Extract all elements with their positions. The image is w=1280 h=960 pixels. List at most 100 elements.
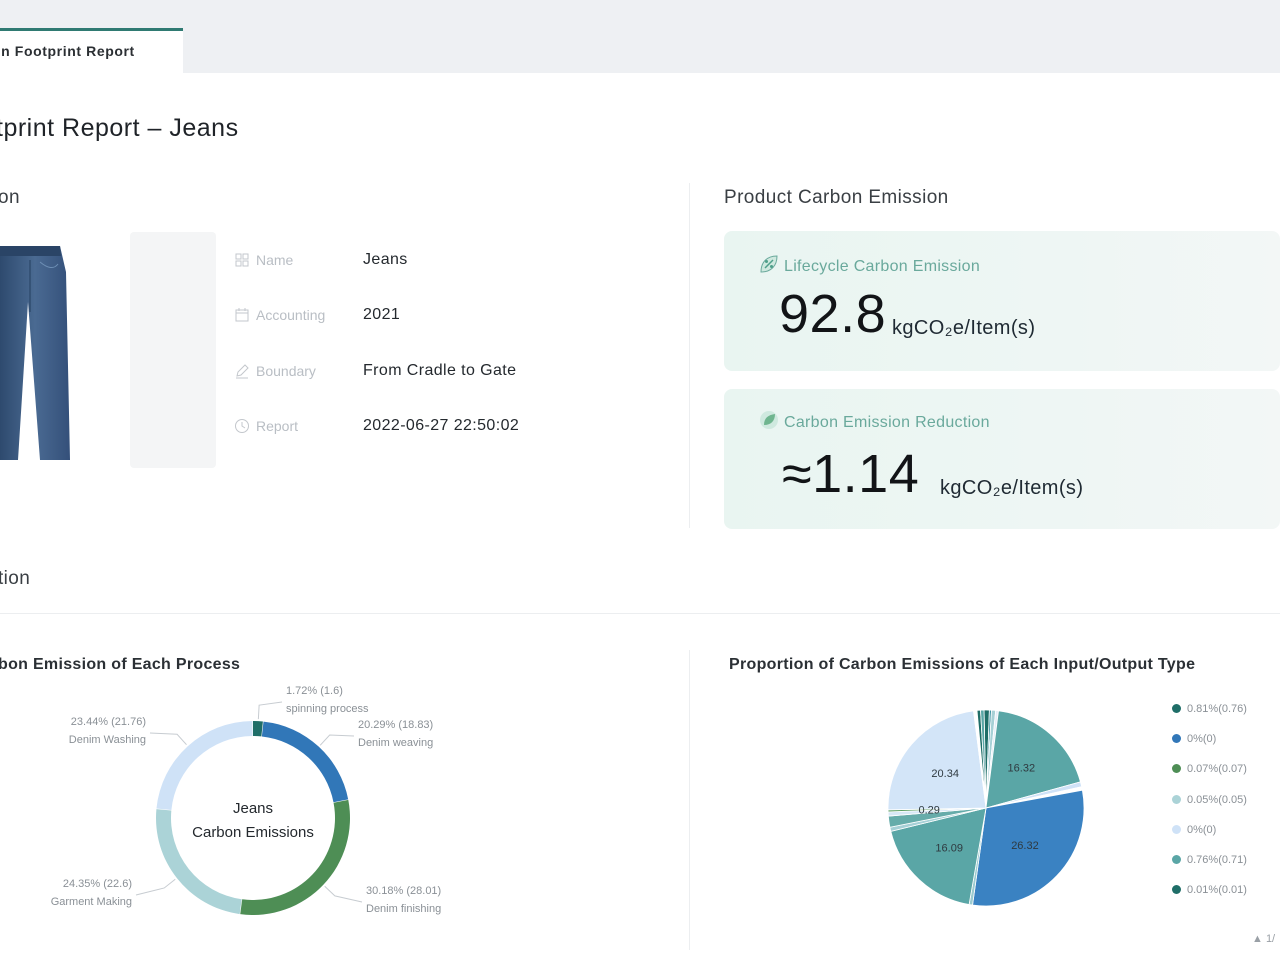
info-value-report: 2022-06-27 22:50:02 bbox=[363, 417, 520, 434]
legend-item[interactable]: 0%(0) bbox=[1172, 824, 1247, 854]
pie-slice-label: 0.29 bbox=[918, 805, 939, 817]
jeans-icon bbox=[0, 246, 70, 460]
lifecycle-unit: kgCO₂e/Item(s) bbox=[892, 317, 1036, 339]
info-row-boundary: Boundary bbox=[234, 363, 316, 379]
divider bbox=[689, 183, 690, 528]
legend-dot bbox=[1172, 734, 1181, 744]
calendar-icon bbox=[234, 307, 250, 323]
legend-label: 0%(0) bbox=[1187, 733, 1217, 746]
info-label: Accounting bbox=[256, 307, 326, 323]
pie-chart-title: Proportion of Carbon Emissions of Each I… bbox=[729, 656, 1196, 673]
leaf-percent-icon bbox=[760, 255, 778, 273]
pen-icon bbox=[234, 363, 250, 379]
info-value-boundary: From Cradle to Gate bbox=[363, 362, 517, 379]
section-product-emission-heading: Product Carbon Emission bbox=[724, 187, 949, 208]
donut-slice-name: Garment Making bbox=[51, 896, 132, 908]
donut-slice-label: 1.72% (1.6) bbox=[286, 685, 343, 697]
io-type-pie-chart: 16.32 26.32 16.09 0.29 20.34 bbox=[887, 709, 1085, 907]
legend-item[interactable]: 0.01%(0.01) bbox=[1172, 884, 1247, 914]
lifecycle-value: 92.8 bbox=[779, 284, 887, 344]
info-row-report: Report bbox=[234, 418, 298, 434]
donut-slice bbox=[155, 809, 242, 915]
reduction-value: ≈1.14 bbox=[782, 444, 920, 504]
card-label: Lifecycle Carbon Emission bbox=[758, 253, 980, 276]
legend-label: 0%(0) bbox=[1187, 823, 1217, 836]
legend-label: 0.07%(0.07) bbox=[1187, 763, 1247, 776]
legend-dot bbox=[1172, 794, 1181, 804]
divider bbox=[0, 613, 1280, 614]
pie-slice-label: 26.32 bbox=[1011, 840, 1039, 852]
reduction-card: Carbon Emission Reduction ≈1.14 kgCO₂e/I… bbox=[724, 389, 1280, 529]
card-label: Carbon Emission Reduction bbox=[758, 409, 990, 432]
grid-icon bbox=[234, 252, 250, 268]
legend-item[interactable]: 0.05%(0.05) bbox=[1172, 794, 1247, 824]
lifecycle-emission-card: Lifecycle Carbon Emission 92.8 kgCO₂e/It… bbox=[724, 231, 1280, 371]
donut-slice bbox=[261, 721, 349, 803]
donut-slice bbox=[253, 721, 263, 737]
legend-dot bbox=[1172, 704, 1181, 713]
divider bbox=[689, 650, 690, 950]
donut-slice-name: Denim finishing bbox=[366, 903, 441, 915]
section-distribution-heading: tion bbox=[0, 568, 31, 589]
legend-item[interactable]: 0%(0) bbox=[1172, 733, 1247, 763]
legend-label: 0.76%(0.71) bbox=[1187, 853, 1247, 866]
legend-label: 0.81%(0.76) bbox=[1187, 703, 1247, 715]
donut-center-label: Carbon Emissions bbox=[192, 824, 314, 841]
donut-slice-label: 20.29% (18.83) bbox=[358, 719, 433, 731]
donut-leader-line bbox=[319, 734, 355, 746]
lifecycle-label: Lifecycle Carbon Emission bbox=[784, 258, 981, 275]
legend-dot bbox=[1172, 764, 1181, 774]
info-value-name: Jeans bbox=[363, 251, 408, 268]
image-panel bbox=[130, 232, 216, 468]
pie-slice-label: 20.34 bbox=[931, 768, 959, 780]
donut-slice-name: spinning process bbox=[286, 703, 369, 715]
pie-slice bbox=[972, 789, 1085, 907]
donut-leader-line bbox=[257, 701, 283, 720]
donut-slice-label: 24.35% (22.6) bbox=[63, 878, 132, 890]
tab-bar: on Footprint Report bbox=[0, 0, 1280, 73]
donut-leader-line bbox=[135, 878, 176, 896]
legend-label: 0.01%(0.01) bbox=[1187, 884, 1247, 897]
process-donut-chart: 1.72% (1.6) spinning process 20.29% (18.83… bbox=[51, 685, 441, 915]
pie-legend: 0.81%(0.76) 0%(0) 0.07%(0.07) 0.05%(0.05… bbox=[1172, 703, 1247, 914]
clock-icon bbox=[234, 418, 250, 434]
legend-dot bbox=[1172, 824, 1181, 834]
reduction-unit: kgCO₂e/Item(s) bbox=[940, 477, 1084, 499]
leaf-icon bbox=[760, 411, 778, 429]
donut-center-label: Jeans bbox=[233, 800, 273, 817]
section-product-info-heading: on bbox=[0, 187, 20, 208]
tab-label: on Footprint Report bbox=[0, 43, 135, 59]
info-value-accounting: 2021 bbox=[363, 306, 401, 323]
donut-chart-title: bon Emission of Each Process bbox=[0, 656, 241, 673]
donut-slice-name: Denim weaving bbox=[358, 737, 433, 749]
legend-item[interactable]: 0.76%(0.71) bbox=[1172, 854, 1247, 884]
pie-slice bbox=[890, 807, 987, 905]
legend-item[interactable]: 0.81%(0.76) bbox=[1172, 703, 1247, 733]
pie-slice bbox=[985, 710, 1081, 809]
info-label: Name bbox=[256, 252, 294, 268]
legend-dot bbox=[1172, 854, 1181, 864]
legend-label: 0.05%(0.05) bbox=[1187, 793, 1247, 806]
pie-slice-label: 16.32 bbox=[1008, 762, 1036, 774]
donut-slice-label: 30.18% (28.01) bbox=[366, 885, 441, 897]
donut-slice-label: 23.44% (21.76) bbox=[71, 716, 146, 728]
donut-leader-line bbox=[149, 732, 187, 746]
info-label: Boundary bbox=[256, 363, 316, 379]
reduction-label: Carbon Emission Reduction bbox=[784, 414, 990, 431]
info-row-accounting: Accounting bbox=[234, 307, 325, 323]
tab-carbon-footprint-report[interactable]: on Footprint Report bbox=[0, 28, 183, 73]
donut-slice bbox=[240, 799, 350, 915]
pie-slice bbox=[887, 710, 987, 811]
info-label: Report bbox=[256, 418, 299, 434]
donut-leader-line bbox=[324, 885, 363, 903]
legend-dot bbox=[1172, 885, 1181, 895]
donut-slice-name: Denim Washing bbox=[69, 734, 146, 746]
pie-slice-label: 16.09 bbox=[935, 842, 963, 854]
product-image bbox=[0, 232, 130, 468]
info-row-name: Name bbox=[234, 252, 293, 268]
pie-slice bbox=[980, 709, 987, 809]
legend-pager[interactable]: ▲ 1/ bbox=[1252, 933, 1276, 945]
donut-slice bbox=[156, 721, 253, 811]
page-title: tprint Report – Jeans bbox=[0, 114, 239, 142]
legend-item[interactable]: 0.07%(0.07) bbox=[1172, 763, 1247, 793]
